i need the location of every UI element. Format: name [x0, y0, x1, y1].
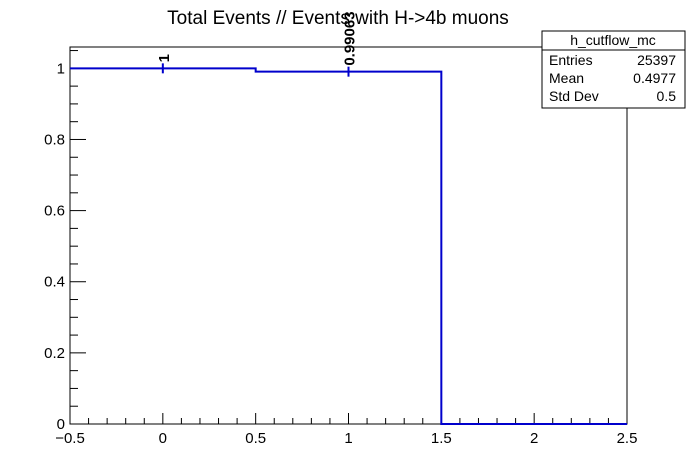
- x-tick-label: −0.5: [55, 430, 85, 447]
- stats-entries-value: 25397: [637, 52, 676, 68]
- stats-entries-label: Entries: [549, 52, 593, 68]
- bin-value-label: 1: [156, 54, 173, 62]
- stats-stddev-label: Std Dev: [549, 88, 599, 104]
- bin-value-labels: 1 0.99063: [156, 11, 359, 65]
- y-tick-label: 0: [57, 416, 65, 433]
- y-tick-label: 0.6: [44, 203, 65, 220]
- x-tick-label: 1: [344, 430, 352, 447]
- x-tick-label: 0: [159, 430, 167, 447]
- y-tick-label: 1: [57, 60, 65, 77]
- stats-box-frame: [541, 30, 686, 109]
- x-tick-label: 0.5: [245, 430, 266, 447]
- stats-mean-label: Mean: [549, 70, 584, 86]
- x-tick-label: 2.5: [617, 430, 638, 447]
- x-tick-label: 1.5: [431, 430, 452, 447]
- y-tick-label: 0.8: [44, 131, 65, 148]
- stats-box: h_cutflow_mc Entries 25397 Mean 0.4977 S…: [541, 30, 686, 109]
- y-tick-label: 0.2: [44, 345, 65, 362]
- histogram-series: [70, 63, 627, 425]
- x-tick-label: 2: [530, 430, 538, 447]
- stats-mean-value: 0.4977: [633, 70, 676, 86]
- bin-value-label: 0.99063: [342, 11, 359, 65]
- stats-stddev-value: 0.5: [657, 88, 677, 104]
- axis-ticks: −0.5 0 0.5 1 1.5 2 2.500.20.40.60.81: [44, 50, 638, 447]
- y-tick-label: 0.4: [44, 274, 65, 291]
- stats-box-title: h_cutflow_mc: [570, 32, 656, 48]
- chart-title: Total Events // Events with H->4b muons: [167, 8, 509, 29]
